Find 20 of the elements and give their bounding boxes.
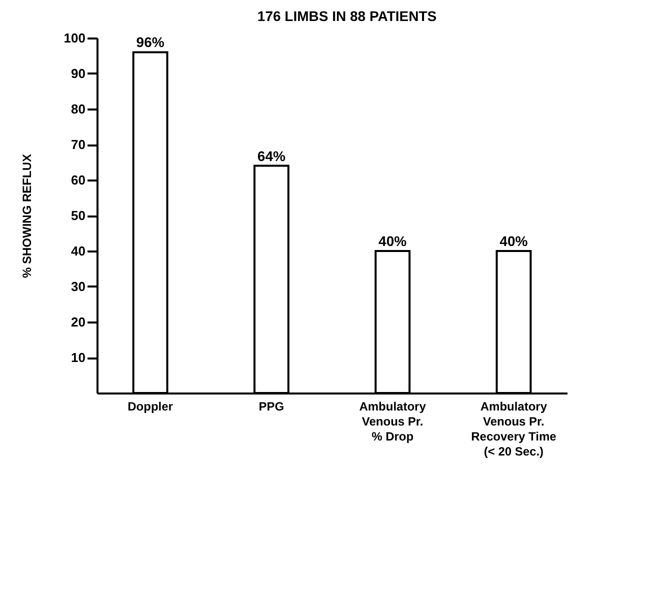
y-tick-label: 40 bbox=[71, 244, 86, 258]
y-tick-label: 80 bbox=[71, 102, 86, 116]
data-label: 40% bbox=[500, 233, 528, 249]
y-tick-label: 50 bbox=[71, 208, 86, 223]
y-tick-label: 10 bbox=[71, 350, 86, 365]
x-tick-label: Doppler bbox=[128, 400, 174, 414]
data-label: 96% bbox=[136, 34, 165, 50]
x-tick-label: PPG bbox=[258, 400, 284, 414]
y-tick-label: 60 bbox=[71, 172, 86, 188]
y-tick-label: 20 bbox=[71, 314, 86, 330]
y-axis-title: % SHOWING REFLUX bbox=[20, 154, 34, 278]
y-tick-label: 70 bbox=[71, 137, 86, 152]
chart-title: 176 LIMBS IN 88 PATIENTS bbox=[257, 8, 437, 24]
data-label: 40% bbox=[378, 233, 408, 249]
data-label: 64% bbox=[257, 148, 286, 164]
y-tick-label: 90 bbox=[71, 66, 86, 81]
y-tick-label: 100 bbox=[64, 30, 86, 46]
y-tick-label: 30 bbox=[71, 279, 86, 294]
x-tick-label: Ambulatory Venous Pr. % Drop bbox=[359, 400, 426, 444]
x-tick-label: Ambulatory Venous Pr. Recovery Time (< 20 Sec.) bbox=[471, 400, 557, 458]
